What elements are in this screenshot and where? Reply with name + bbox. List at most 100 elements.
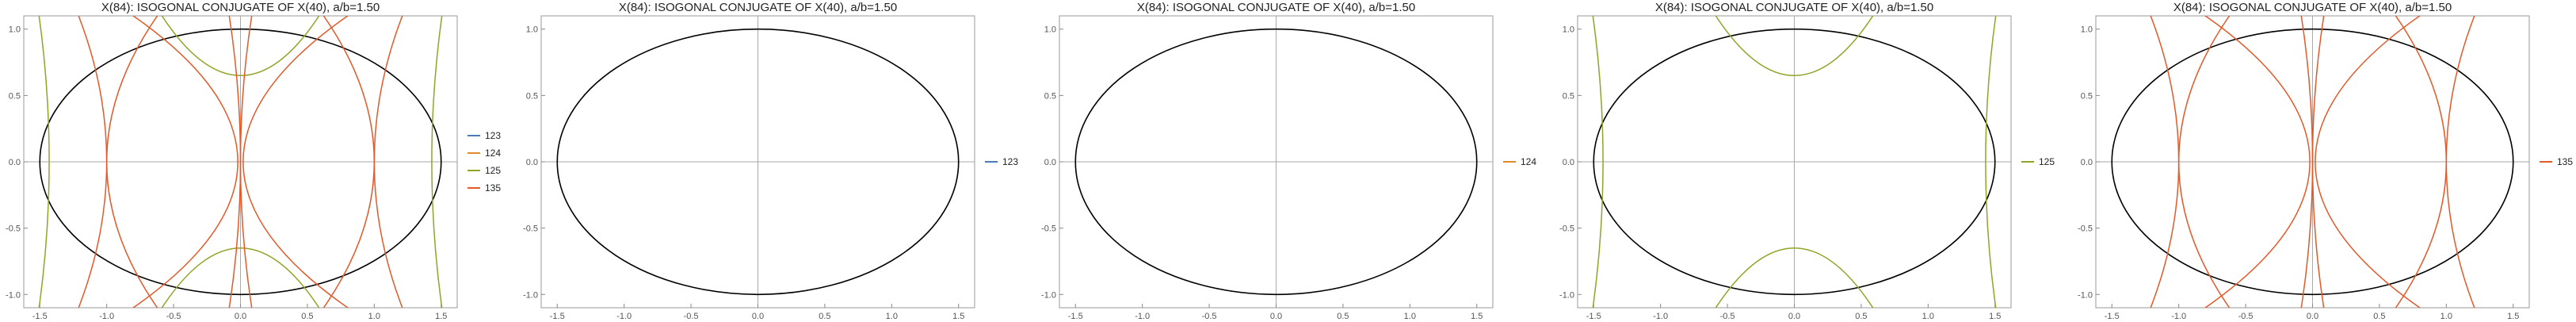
series-125-curve: [1715, 16, 1874, 77]
chart-panel-4: -1.5 -1.0 -0.5 0.0 0.5 1.0 1.5 -1.0 -0.5 0.0 0.5 1.…: [1559, 1, 2055, 321]
y-tick-label: -0.5: [1041, 224, 1056, 234]
reference-ellipse: [2111, 28, 2514, 296]
y-tick-label: -0.5: [6, 224, 21, 234]
reference-ellipse: [39, 28, 442, 296]
legend-label-125: 125: [485, 165, 501, 176]
y-tick-label: 1.0: [9, 25, 21, 35]
y-tick-label: 0.0: [1563, 158, 1574, 167]
y-tick-label: -1.0: [1559, 290, 1574, 300]
chart-title: X(84): ISOGONAL CONJUGATE OF X(40), a/b=…: [1655, 1, 1933, 14]
chart-title: X(84): ISOGONAL CONJUGATE OF X(40), a/b=…: [619, 1, 897, 14]
y-tick-label: 0.0: [526, 158, 538, 167]
series-135-curve: [2150, 16, 2180, 308]
x-tick-label: 0.5: [819, 312, 830, 321]
x-tick-label: 1.5: [1471, 312, 1483, 321]
curve-layer: [1592, 16, 1997, 308]
x-tick-label: 1.0: [1922, 312, 1934, 321]
y-tick-label: 0.5: [9, 91, 21, 101]
chart-title: X(84): ISOGONAL CONJUGATE OF X(40), a/b=…: [101, 1, 380, 14]
series-125-curve: [1592, 16, 1604, 308]
series-135-curve: [2315, 16, 2421, 308]
series-125-curve: [38, 16, 50, 308]
x-tick-label: 0.5: [301, 312, 313, 321]
y-tick-label: -1.0: [2078, 290, 2093, 300]
x-tick-label: -0.5: [2238, 312, 2254, 321]
x-tick-label: 0.5: [2373, 312, 2385, 321]
x-tick-label: -1.5: [32, 312, 48, 321]
x-tick-label: -0.5: [1720, 312, 1735, 321]
y-tick-label: -0.5: [1559, 224, 1574, 234]
series-125-curve: [161, 247, 320, 308]
x-tick-label: 0.0: [752, 312, 764, 321]
x-tick-label: 0.5: [1337, 312, 1349, 321]
x-tick-label: -1.0: [2171, 312, 2186, 321]
chart-panel-2: -1.5 -1.0 -0.5 0.0 0.5 1.0 1.5 -1.0 -0.5 0.0 0.5 1.…: [523, 1, 1018, 321]
series-125-curve: [1715, 247, 1874, 308]
x-tick-label: -1.5: [1586, 312, 1601, 321]
x-tick-label: 1.5: [1989, 312, 2001, 321]
series-135-curve: [373, 16, 403, 308]
x-tick-label: 1.0: [886, 312, 898, 321]
x-tick-label: 1.0: [368, 312, 380, 321]
series-135-curve: [242, 16, 349, 308]
legend-label-124: 124: [1521, 156, 1536, 167]
y-tick-label: 1.0: [1044, 25, 1056, 35]
x-tick-label: 1.5: [435, 312, 447, 321]
x-tick-label: 0.0: [2307, 312, 2318, 321]
series-125-curve: [1985, 16, 1997, 308]
x-tick-label: -1.0: [1135, 312, 1150, 321]
series-135-curve: [132, 16, 239, 308]
x-tick-label: -1.0: [99, 312, 114, 321]
series-125-curve: [161, 16, 320, 77]
reference-ellipse: [1074, 28, 1478, 296]
x-tick-label: 0.5: [1855, 312, 1867, 321]
y-tick-label: -1.0: [523, 290, 538, 300]
series-135-curve: [2300, 16, 2314, 308]
legend-label-123: 123: [485, 130, 501, 141]
x-tick-label: -1.0: [1653, 312, 1668, 321]
chart-panel-3: -1.5 -1.0 -0.5 0.0 0.5 1.0 1.5 -1.0 -0.5 0.0 0.5 1.…: [1041, 1, 1536, 321]
x-tick-label: 1.5: [2507, 312, 2519, 321]
reference-ellipse: [1593, 28, 1996, 296]
x-tick-label: -0.5: [684, 312, 699, 321]
y-tick-label: 0.5: [526, 91, 538, 101]
y-tick-label: -0.5: [523, 224, 538, 234]
y-tick-label: 0.5: [2081, 91, 2093, 101]
y-tick-label: 1.0: [526, 25, 538, 35]
y-tick-label: 0.0: [2081, 158, 2093, 167]
y-tick-label: 0.5: [1563, 91, 1574, 101]
chart-panel-1: -1.5 -1.0 -0.5 0.0 0.5 1.0 1.5 -1.0 -0.5 0.0 0.5 1.…: [6, 1, 501, 321]
x-tick-label: -0.5: [1202, 312, 1217, 321]
x-tick-label: -1.0: [616, 312, 632, 321]
chart-panel-5: -1.5 -1.0 -0.5 0.0 0.5 1.0 1.5 -1.0 -0.5 0.0 0.5 1.…: [2078, 1, 2573, 321]
y-tick-label: 0.0: [9, 158, 21, 167]
legend-label-135: 135: [2557, 156, 2573, 167]
x-tick-label: -1.5: [550, 312, 565, 321]
x-tick-label: -0.5: [166, 312, 181, 321]
x-tick-label: 0.0: [1788, 312, 1800, 321]
series-135-curve: [2445, 16, 2475, 308]
chart-title: X(84): ISOGONAL CONJUGATE OF X(40), a/b=…: [1137, 1, 1415, 14]
y-tick-label: 0.5: [1044, 91, 1056, 101]
chart-title: X(84): ISOGONAL CONJUGATE OF X(40), a/b=…: [2173, 1, 2452, 14]
x-tick-label: 1.5: [952, 312, 964, 321]
x-tick-label: 0.0: [235, 312, 246, 321]
curve-layer: [2150, 16, 2475, 308]
x-tick-label: 0.0: [1270, 312, 1282, 321]
legend-label-124: 124: [485, 148, 501, 159]
curve-layer: [38, 16, 443, 308]
legend-label-135: 135: [485, 182, 501, 194]
y-tick-label: 0.0: [1044, 158, 1056, 167]
series-135-curve: [2204, 16, 2311, 308]
series-135-curve: [78, 16, 108, 308]
x-tick-label: 1.0: [1404, 312, 1416, 321]
y-tick-label: 1.0: [1563, 25, 1574, 35]
y-tick-label: -1.0: [6, 290, 21, 300]
y-tick-label: -0.5: [2078, 224, 2093, 234]
series-135-curve: [228, 16, 242, 308]
x-tick-label: -1.5: [2105, 312, 2120, 321]
y-tick-label: 1.0: [2081, 25, 2093, 35]
reference-ellipse: [556, 28, 960, 296]
legend-label-123: 123: [1002, 156, 1018, 167]
